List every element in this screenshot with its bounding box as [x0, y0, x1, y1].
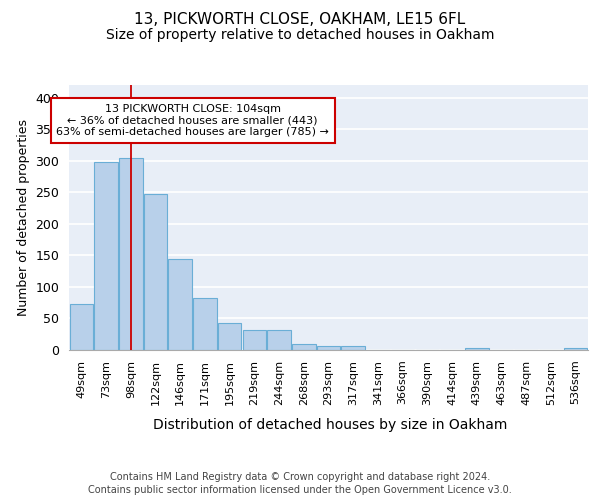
Text: 13, PICKWORTH CLOSE, OAKHAM, LE15 6FL: 13, PICKWORTH CLOSE, OAKHAM, LE15 6FL [134, 12, 466, 28]
Bar [317, 346, 340, 350]
Y-axis label: Number of detached properties: Number of detached properties [17, 119, 30, 316]
Bar [242, 330, 266, 350]
Bar [94, 162, 118, 350]
Bar [70, 304, 93, 350]
Bar [218, 323, 241, 350]
Text: Distribution of detached houses by size in Oakham: Distribution of detached houses by size … [153, 418, 507, 432]
Bar [169, 259, 192, 350]
Text: Contains public sector information licensed under the Open Government Licence v3: Contains public sector information licen… [88, 485, 512, 495]
Bar [193, 298, 217, 350]
Text: 13 PICKWORTH CLOSE: 104sqm
← 36% of detached houses are smaller (443)
63% of sem: 13 PICKWORTH CLOSE: 104sqm ← 36% of deta… [56, 104, 329, 137]
Bar [292, 344, 316, 350]
Bar [465, 348, 488, 350]
Bar [564, 348, 587, 350]
Text: Size of property relative to detached houses in Oakham: Size of property relative to detached ho… [106, 28, 494, 42]
Bar [341, 346, 365, 350]
Bar [268, 330, 291, 350]
Bar [144, 194, 167, 350]
Bar [119, 158, 143, 350]
Text: Contains HM Land Registry data © Crown copyright and database right 2024.: Contains HM Land Registry data © Crown c… [110, 472, 490, 482]
